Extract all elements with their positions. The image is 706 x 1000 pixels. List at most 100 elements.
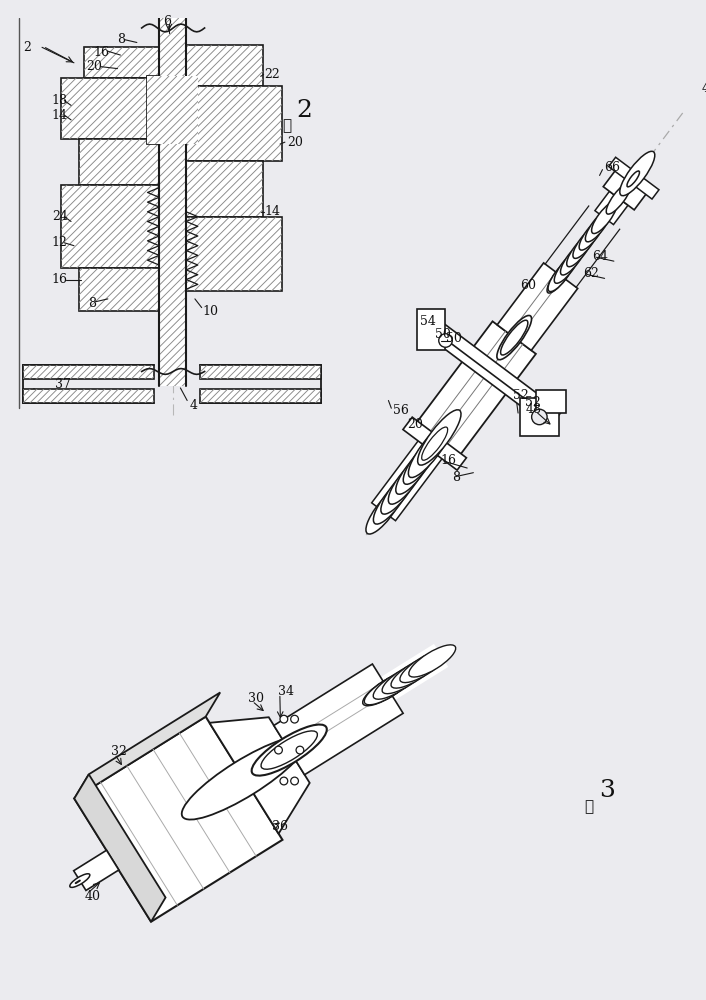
Text: 20: 20 — [287, 136, 303, 149]
Bar — [159, 18, 186, 386]
Ellipse shape — [606, 182, 631, 214]
Polygon shape — [414, 321, 536, 458]
Bar — [200, 365, 321, 403]
Ellipse shape — [585, 210, 611, 242]
Text: 16: 16 — [93, 46, 109, 59]
Ellipse shape — [373, 667, 420, 699]
Text: 8: 8 — [117, 33, 126, 46]
Text: 52: 52 — [513, 389, 529, 402]
Circle shape — [280, 715, 288, 723]
Ellipse shape — [366, 489, 401, 534]
Polygon shape — [603, 167, 649, 210]
Text: 图: 图 — [282, 119, 291, 133]
Ellipse shape — [373, 480, 409, 524]
Ellipse shape — [382, 661, 429, 694]
Text: 34: 34 — [278, 685, 294, 698]
Text: 12: 12 — [52, 236, 68, 249]
Text: 8: 8 — [88, 297, 97, 310]
Ellipse shape — [627, 171, 640, 187]
Polygon shape — [536, 390, 566, 413]
Polygon shape — [417, 309, 445, 350]
Ellipse shape — [391, 656, 438, 688]
Text: 60: 60 — [520, 279, 537, 292]
Text: 36: 36 — [273, 820, 289, 833]
Bar — [23, 389, 155, 403]
Ellipse shape — [70, 874, 90, 887]
Text: 图: 图 — [584, 800, 593, 814]
Bar — [23, 365, 155, 379]
Text: 40: 40 — [84, 890, 100, 903]
Text: 30: 30 — [249, 692, 264, 705]
Text: 8: 8 — [452, 471, 460, 484]
Polygon shape — [418, 320, 556, 428]
Ellipse shape — [408, 422, 452, 478]
Text: 14: 14 — [265, 205, 280, 218]
Ellipse shape — [403, 440, 438, 484]
Polygon shape — [210, 717, 310, 834]
Polygon shape — [381, 644, 448, 700]
Text: 16: 16 — [52, 273, 68, 286]
Text: 4: 4 — [190, 399, 198, 412]
Ellipse shape — [363, 672, 413, 706]
Text: 56: 56 — [393, 404, 409, 417]
Ellipse shape — [621, 163, 646, 195]
Polygon shape — [423, 313, 561, 421]
Polygon shape — [520, 398, 558, 436]
Text: 20: 20 — [87, 60, 102, 73]
Bar — [79, 139, 159, 185]
Polygon shape — [74, 717, 282, 922]
Text: 22: 22 — [265, 68, 280, 81]
Bar — [200, 365, 321, 379]
Ellipse shape — [388, 460, 424, 504]
Bar — [186, 86, 282, 161]
Text: 24: 24 — [52, 210, 68, 223]
Ellipse shape — [418, 410, 461, 465]
Circle shape — [280, 777, 288, 785]
Ellipse shape — [554, 251, 580, 283]
Ellipse shape — [419, 420, 453, 464]
Text: 2: 2 — [23, 41, 32, 54]
Bar — [83, 47, 159, 78]
Ellipse shape — [364, 673, 411, 705]
Text: 16: 16 — [440, 454, 456, 467]
Ellipse shape — [261, 731, 318, 769]
Ellipse shape — [579, 218, 604, 250]
Ellipse shape — [381, 470, 417, 514]
Ellipse shape — [592, 202, 617, 234]
Ellipse shape — [567, 235, 592, 267]
Text: 18: 18 — [52, 94, 68, 107]
Text: 66: 66 — [604, 161, 621, 174]
Text: 32: 32 — [111, 745, 126, 758]
Bar — [23, 365, 155, 403]
Bar — [186, 161, 263, 217]
Text: 62: 62 — [583, 267, 599, 280]
Ellipse shape — [597, 208, 611, 227]
Text: 2: 2 — [297, 99, 312, 122]
Polygon shape — [74, 774, 166, 922]
Circle shape — [438, 334, 453, 347]
Bar — [186, 45, 263, 86]
Polygon shape — [595, 191, 628, 225]
Ellipse shape — [548, 260, 573, 292]
Bar — [186, 217, 282, 291]
Ellipse shape — [400, 650, 447, 683]
Text: 37: 37 — [54, 378, 71, 391]
Ellipse shape — [421, 427, 448, 460]
Circle shape — [296, 746, 304, 754]
Text: 4: 4 — [702, 82, 706, 95]
Ellipse shape — [181, 737, 306, 820]
Polygon shape — [371, 433, 448, 521]
Ellipse shape — [251, 725, 327, 776]
Text: 64: 64 — [592, 250, 609, 263]
Bar — [200, 389, 321, 403]
Text: 50: 50 — [435, 328, 450, 341]
Ellipse shape — [497, 315, 532, 360]
Ellipse shape — [611, 189, 626, 208]
Text: 52: 52 — [525, 396, 541, 409]
Text: 6: 6 — [163, 15, 171, 28]
Ellipse shape — [620, 151, 654, 196]
Polygon shape — [609, 157, 659, 199]
Bar — [79, 268, 159, 311]
Text: 50: 50 — [446, 332, 462, 345]
Bar — [61, 185, 159, 268]
